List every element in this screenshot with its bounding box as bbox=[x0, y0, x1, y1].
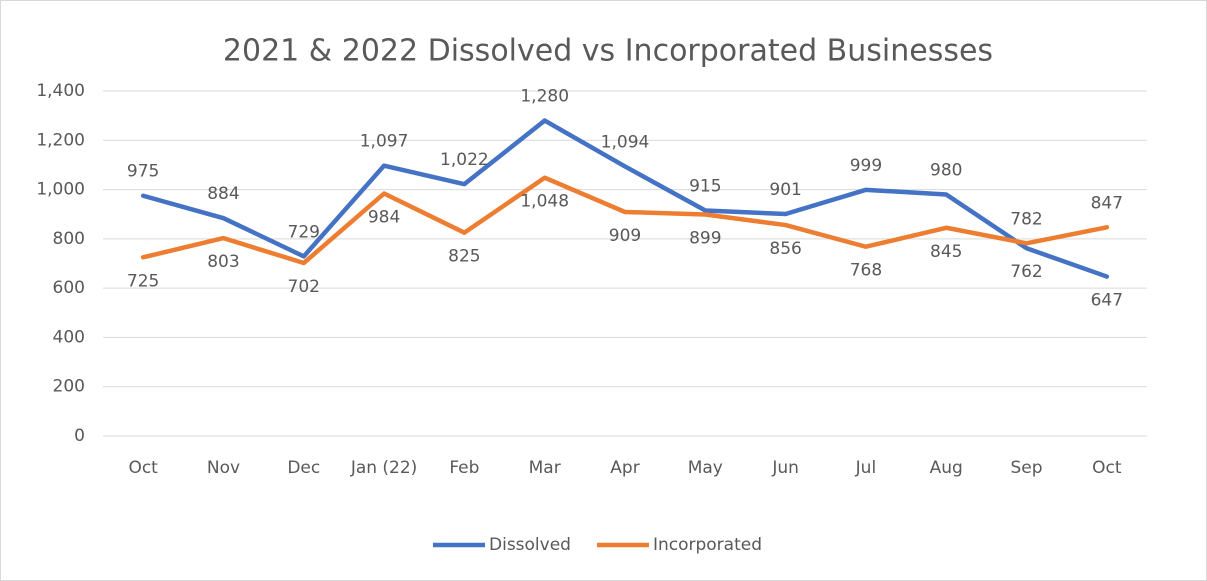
data-label: 847 bbox=[1091, 193, 1123, 213]
data-label: 1,097 bbox=[360, 132, 409, 152]
x-tick-label: May bbox=[688, 458, 723, 478]
y-tick-label: 400 bbox=[53, 327, 85, 347]
data-label: 884 bbox=[207, 184, 239, 204]
x-tick-label: Oct bbox=[128, 458, 158, 478]
data-label: 975 bbox=[127, 162, 159, 182]
y-tick-label: 800 bbox=[53, 229, 85, 249]
data-label: 999 bbox=[850, 156, 882, 176]
x-tick-label: Nov bbox=[207, 458, 240, 478]
x-tick-label: Sep bbox=[1011, 458, 1043, 478]
data-label: 729 bbox=[288, 222, 320, 242]
x-tick-label: Aug bbox=[930, 458, 963, 478]
data-label: 1,048 bbox=[520, 192, 569, 212]
data-label: 762 bbox=[1010, 262, 1042, 282]
data-label: 901 bbox=[769, 180, 801, 200]
data-label: 782 bbox=[1010, 209, 1042, 229]
data-label: 980 bbox=[930, 161, 962, 181]
x-tick-label: Mar bbox=[529, 458, 561, 478]
y-tick-label: 600 bbox=[53, 278, 85, 298]
y-tick-label: 200 bbox=[53, 377, 85, 397]
data-label: 768 bbox=[850, 261, 882, 281]
y-tick-label: 1,000 bbox=[36, 180, 85, 200]
data-label: 1,094 bbox=[601, 132, 650, 152]
data-label: 725 bbox=[127, 271, 159, 291]
data-label: 702 bbox=[288, 277, 320, 297]
y-tick-label: 1,200 bbox=[36, 130, 85, 150]
x-tick-label: Apr bbox=[610, 458, 639, 478]
data-line bbox=[140, 118, 1110, 279]
x-tick-label: Jul bbox=[855, 458, 877, 478]
data-label: 1,280 bbox=[520, 87, 569, 107]
data-label: 1,022 bbox=[440, 150, 489, 170]
x-tick-label: Jun bbox=[771, 458, 799, 478]
x-tick-label: Feb bbox=[449, 458, 479, 478]
x-tick-label: Dec bbox=[287, 458, 320, 478]
data-label: 899 bbox=[689, 228, 721, 248]
data-label: 845 bbox=[930, 242, 962, 262]
data-label: 856 bbox=[769, 239, 801, 259]
chart-title: 2021 & 2022 Dissolved vs Incorporated Bu… bbox=[223, 34, 993, 69]
data-label: 915 bbox=[689, 177, 721, 197]
data-label: 825 bbox=[448, 247, 480, 267]
x-tick-label: Oct bbox=[1092, 458, 1122, 478]
data-label: 803 bbox=[207, 252, 239, 272]
x-tick-label: Jan (22) bbox=[350, 458, 418, 478]
data-label: 909 bbox=[609, 226, 641, 246]
legend-label: Incorporated bbox=[653, 535, 762, 555]
y-tick-label: 1,400 bbox=[36, 81, 85, 101]
data-label: 647 bbox=[1091, 291, 1123, 311]
y-tick-label: 0 bbox=[74, 426, 85, 446]
data-label: 984 bbox=[368, 208, 400, 228]
data-line bbox=[140, 175, 1110, 266]
legend-label: Dissolved bbox=[489, 535, 571, 555]
